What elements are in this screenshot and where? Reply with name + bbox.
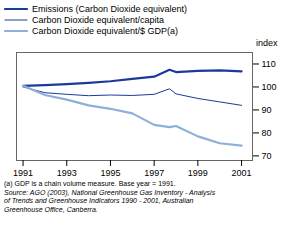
svg-text:90: 90 [262, 105, 272, 115]
svg-text:80: 80 [262, 128, 272, 138]
svg-text:100: 100 [262, 82, 277, 92]
svg-text:2001: 2001 [232, 168, 252, 178]
svg-text:1993: 1993 [57, 168, 77, 178]
html-text:Carbon Dioxide equivalent/capi: Carbon Dioxide equivalent/capita [32, 14, 165, 25]
svg-text:index: index [256, 38, 278, 48]
svg-text:1999: 1999 [188, 168, 208, 178]
html-text:(a) GDP is a chain volume meas: (a) GDP is a chain volume measure. Base … [4, 180, 176, 187]
svg-text:1997: 1997 [144, 168, 164, 178]
svg-text:110: 110 [262, 59, 276, 69]
html-text:Emissions (Carbon Dioxide equi: Emissions (Carbon Dioxide equivalent) [32, 3, 188, 14]
svg-text:70: 70 [262, 151, 272, 161]
html-text:Source: AGO (2003), National G: Source: AGO (2003), National Greenhouse … [4, 188, 216, 213]
svg-text:1991: 1991 [13, 168, 33, 178]
html-text:Carbon Dioxide equivalent/$ GD: Carbon Dioxide equivalent/$ GDP(a) [32, 25, 179, 36]
svg-text:1995: 1995 [100, 168, 120, 178]
